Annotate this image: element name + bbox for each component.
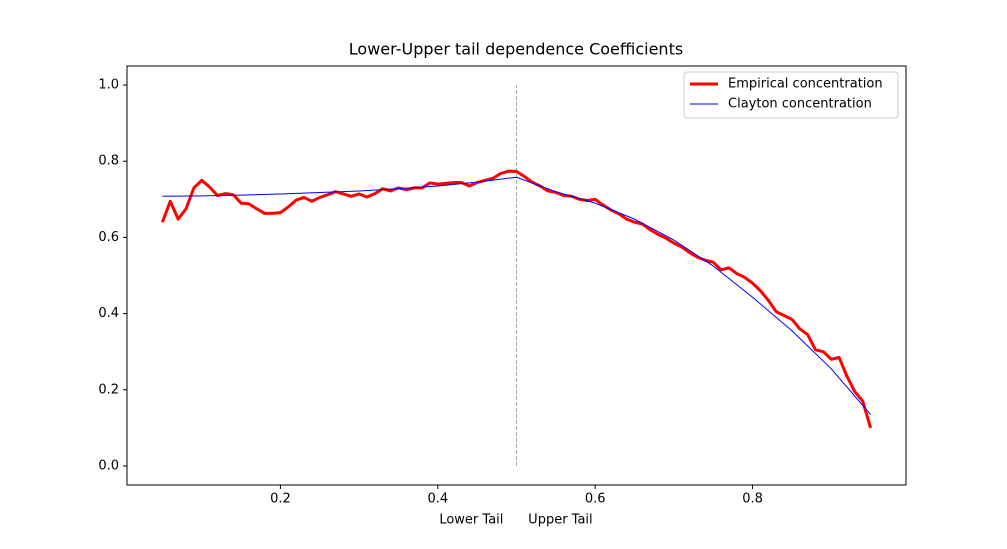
chart-title: Lower-Upper tail dependence Coefficients <box>349 40 683 59</box>
y-tick-label: 0.4 <box>98 306 119 321</box>
plot-frame <box>126 65 907 486</box>
legend-label: Empirical concentration <box>728 77 883 92</box>
x-tick-label: 0.8 <box>742 492 763 507</box>
y-tick-label: 0.0 <box>98 458 119 473</box>
legend: Empirical concentration Clayton concentra… <box>683 71 899 119</box>
series-line <box>162 176 871 415</box>
legend-box <box>683 71 899 119</box>
x-tick-label: 0.4 <box>427 492 448 507</box>
x-tick-label: 0.6 <box>585 492 606 507</box>
x-axis-label: Lower Tail Upper Tail <box>439 513 592 528</box>
y-tick-label: 0.8 <box>98 154 119 169</box>
y-tick-label: 0.2 <box>98 382 119 397</box>
x-tick-label: 0.2 <box>270 492 291 507</box>
y-tick-label: 1.0 <box>98 78 119 93</box>
legend-label: Clayton concentration <box>728 97 872 112</box>
series-line <box>161 169 873 429</box>
y-tick-label: 0.6 <box>98 230 119 245</box>
